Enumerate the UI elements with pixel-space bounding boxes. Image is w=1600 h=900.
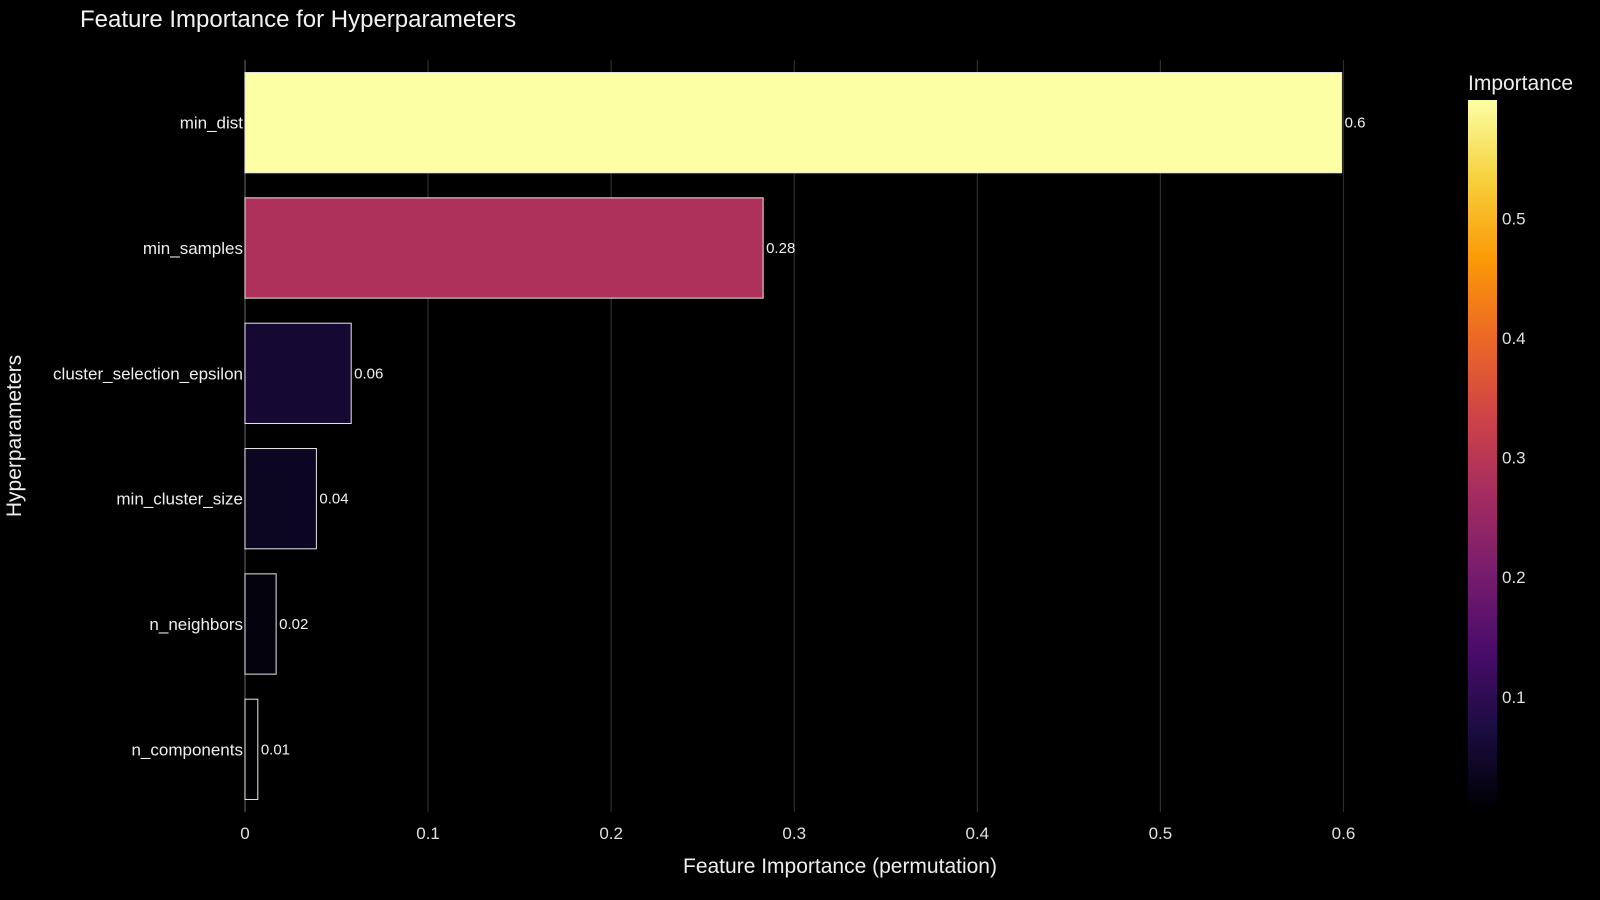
y-tick-label: min_cluster_size (116, 490, 243, 509)
x-tick-label: 0.3 (782, 824, 806, 843)
bar-min_cluster_size[interactable] (244, 448, 317, 550)
bar-cluster_selection_epsilon[interactable] (244, 322, 352, 424)
x-tick-label: 0 (240, 824, 249, 843)
x-tick-label: 0.1 (416, 824, 440, 843)
colorbar-tick-label: 0.1 (1502, 688, 1526, 707)
data-label: 0.02 (279, 616, 308, 633)
data-label: 0.01 (261, 741, 290, 758)
data-label: 0.28 (766, 240, 795, 257)
bar-min_dist[interactable] (244, 72, 1343, 174)
data-label: 0.06 (354, 365, 383, 382)
bar-min_samples[interactable] (244, 197, 764, 299)
chart-title: Feature Importance for Hyperparameters (80, 6, 517, 33)
colorbar (1468, 100, 1497, 808)
y-tick-label: n_components (131, 740, 243, 759)
x-tick-label: 0.2 (599, 824, 623, 843)
colorbar-tick-label: 0.5 (1502, 209, 1526, 228)
x-tick-label: 0.6 (1332, 824, 1356, 843)
colorbar-tick-label: 0.3 (1502, 449, 1526, 468)
data-label: 0.6 (1345, 115, 1366, 132)
y-tick-label: min_dist (180, 114, 244, 133)
colorbar-tick-label: 0.4 (1502, 329, 1526, 348)
y-tick-label: n_neighbors (149, 615, 243, 634)
y-axis-title: Hyperparameters (3, 355, 26, 517)
colorbar-tick-label: 0.2 (1502, 568, 1526, 587)
x-axis-title: Feature Importance (permutation) (683, 855, 997, 878)
x-tick-label: 0.4 (965, 824, 989, 843)
bar-n_neighbors[interactable] (244, 573, 277, 675)
colorbar-title: Importance (1468, 72, 1573, 95)
x-tick-label: 0.5 (1149, 824, 1173, 843)
bar-n_components[interactable] (244, 698, 259, 800)
y-tick-label: cluster_selection_epsilon (53, 364, 243, 383)
data-label: 0.04 (319, 491, 348, 508)
y-tick-label: min_samples (143, 239, 243, 258)
